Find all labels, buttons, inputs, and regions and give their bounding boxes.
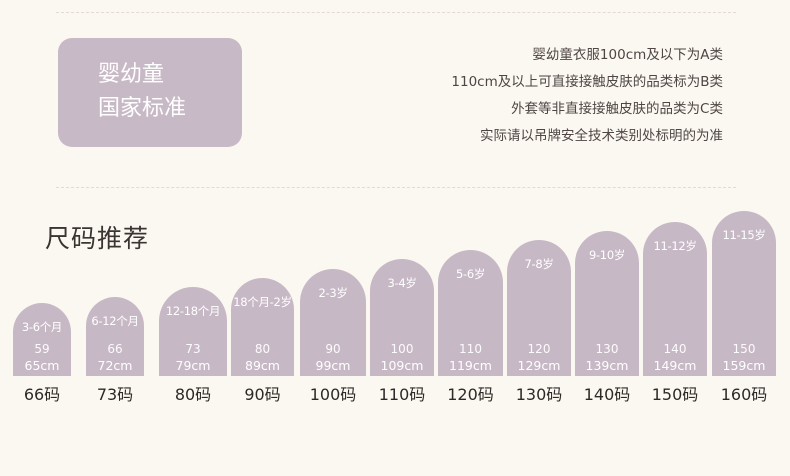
age-range-label: 2-3岁 bbox=[318, 286, 348, 300]
age-range-label: 11-12岁 bbox=[653, 239, 697, 253]
size-card: 18个月-2岁 80 89cm bbox=[231, 278, 294, 376]
height-min-label: 110 bbox=[459, 342, 482, 356]
height-max-label: 65cm bbox=[24, 358, 60, 373]
classification-rules: 婴幼童衣服100cm及以下为A类 110cm及以上可直接接触皮肤的品类标为B类 … bbox=[451, 42, 723, 150]
size-label: 140码 bbox=[583, 385, 631, 404]
age-range-label: 11-15岁 bbox=[722, 228, 766, 242]
size-card: 2-3岁 90 99cm bbox=[300, 269, 366, 376]
height-max-label: 159cm bbox=[722, 358, 766, 373]
age-range-label: 7-8岁 bbox=[524, 257, 554, 271]
height-max-label: 129cm bbox=[517, 358, 561, 373]
size-card: 3-6个月 59 65cm bbox=[13, 303, 71, 376]
badge-line-2: 国家标准 bbox=[98, 96, 187, 121]
height-min-label: 130 bbox=[595, 342, 619, 356]
age-range-label: 18个月-2岁 bbox=[233, 295, 292, 309]
size-label: 130码 bbox=[515, 385, 563, 404]
height-min-label: 59 bbox=[34, 342, 50, 356]
height-max-label: 72cm bbox=[97, 358, 133, 373]
height-max-label: 109cm bbox=[380, 358, 424, 373]
height-min-label: 66 bbox=[107, 342, 123, 356]
height-max-label: 149cm bbox=[653, 358, 697, 373]
size-card: 11-12岁 140 149cm bbox=[643, 222, 707, 376]
height-max-label: 119cm bbox=[449, 358, 492, 373]
rule-line: 外套等非直接接触皮肤的品类为C类 bbox=[511, 101, 723, 117]
size-card: 9-10岁 130 139cm bbox=[575, 231, 639, 376]
size-label: 150码 bbox=[651, 385, 699, 404]
age-range-label: 3-4岁 bbox=[387, 276, 417, 290]
size-label: 120码 bbox=[447, 385, 494, 404]
height-min-label: 100 bbox=[390, 342, 414, 356]
size-card: 7-8岁 120 129cm bbox=[507, 240, 571, 376]
size-label: 73码 bbox=[96, 385, 134, 404]
height-max-label: 89cm bbox=[245, 358, 280, 373]
height-max-label: 99cm bbox=[315, 358, 351, 373]
size-label: 100码 bbox=[309, 385, 357, 404]
height-min-label: 90 bbox=[325, 342, 341, 356]
height-min-label: 140 bbox=[663, 342, 687, 356]
height-min-label: 80 bbox=[254, 342, 271, 356]
standard-badge: 婴幼童 国家标准 bbox=[58, 38, 242, 147]
height-min-label: 73 bbox=[185, 342, 201, 356]
size-label: 66码 bbox=[23, 385, 61, 404]
age-range-label: 5-6岁 bbox=[455, 267, 486, 281]
size-card: 12-18个月 73 79cm bbox=[159, 287, 227, 376]
size-label: 110码 bbox=[378, 385, 426, 404]
age-range-label: 9-10岁 bbox=[588, 248, 626, 262]
size-label: 160码 bbox=[720, 385, 768, 404]
rule-line: 110cm及以上可直接接触皮肤的品类标为B类 bbox=[451, 74, 723, 90]
size-card: 5-6岁 110 119cm bbox=[438, 250, 503, 376]
rule-line: 婴幼童衣服100cm及以下为A类 bbox=[532, 47, 723, 63]
section-title: 尺码推荐 bbox=[45, 224, 150, 253]
size-label: 80码 bbox=[174, 385, 212, 404]
age-range-label: 3-6个月 bbox=[21, 320, 63, 334]
rule-line: 实际请以吊牌安全技术类别处标明的为准 bbox=[480, 128, 723, 144]
age-range-label: 12-18个月 bbox=[165, 304, 221, 318]
height-max-label: 79cm bbox=[175, 358, 211, 373]
height-min-label: 120 bbox=[527, 342, 551, 356]
height-min-label: 150 bbox=[732, 342, 756, 356]
badge-line-1: 婴幼童 bbox=[98, 62, 165, 87]
middle-divider bbox=[56, 187, 736, 188]
age-range-label: 6-12个月 bbox=[91, 314, 139, 328]
size-card: 6-12个月 66 72cm bbox=[86, 297, 144, 376]
top-divider bbox=[56, 12, 736, 13]
size-label: 90码 bbox=[244, 385, 281, 404]
size-card: 11-15岁 150 159cm bbox=[712, 211, 776, 376]
height-max-label: 139cm bbox=[585, 358, 629, 373]
size-card: 3-4岁 100 109cm bbox=[370, 259, 434, 376]
